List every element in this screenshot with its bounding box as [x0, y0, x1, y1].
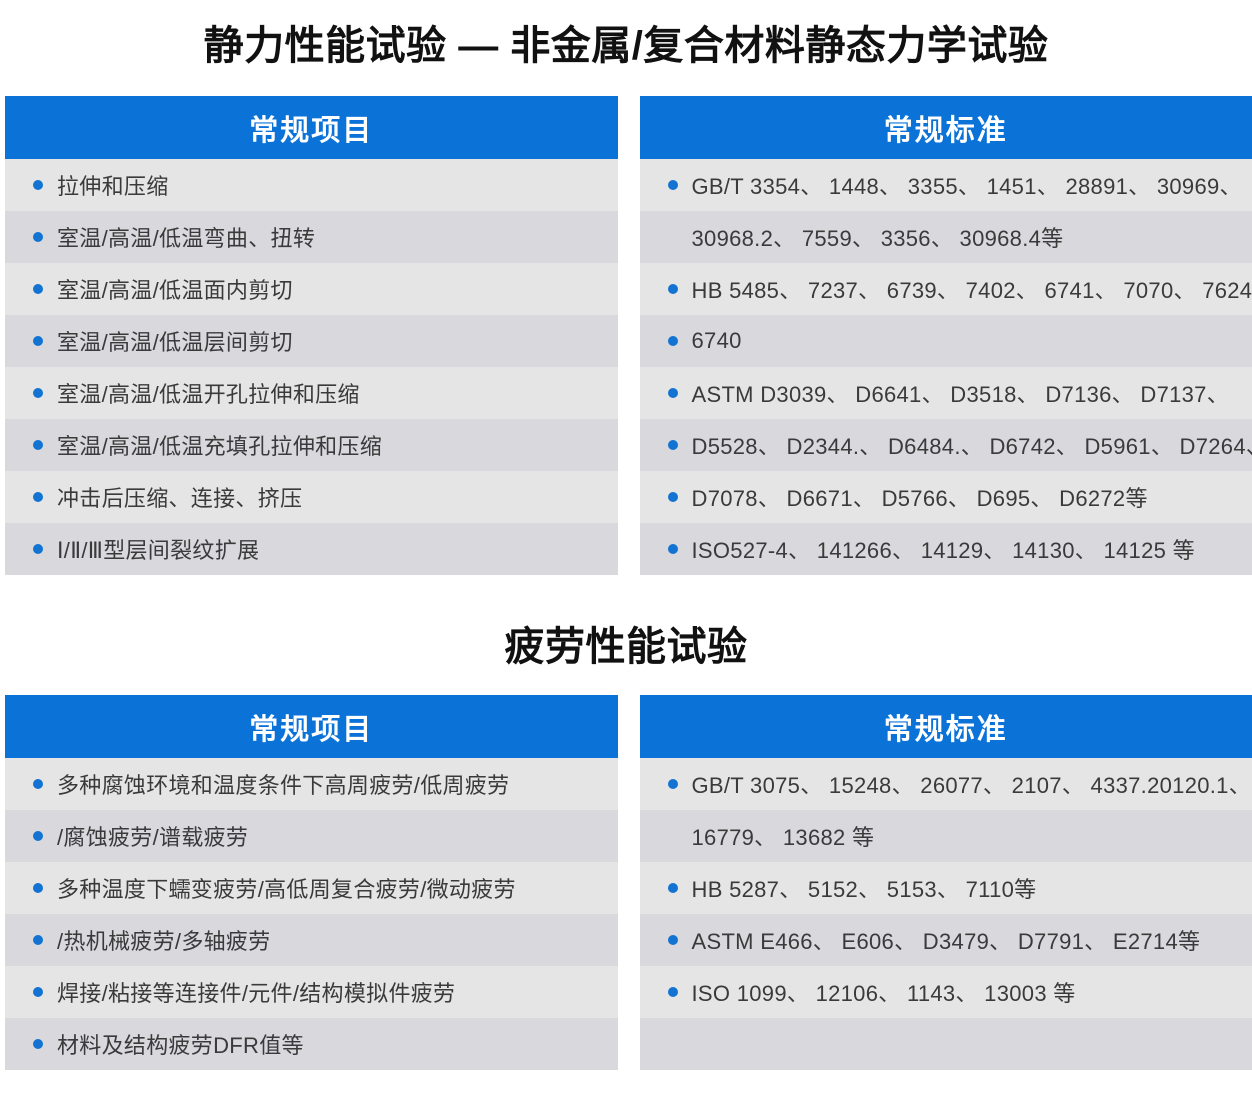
- bullet-dot-icon: [668, 284, 678, 294]
- bullet-dot-icon: [33, 831, 43, 841]
- bullet-dot-icon: [668, 883, 678, 893]
- row-text: 多种腐蚀环境和温度条件下高周疲劳/低周疲劳: [57, 768, 509, 800]
- bullet-dot-icon: [33, 492, 43, 502]
- row-text: GB/T 3354、 1448、 3355、 1451、 28891、 3096…: [692, 169, 1242, 201]
- table-row: 冲击后压缩、连接、挤压: [5, 471, 618, 523]
- bullet-dot-icon: [668, 336, 678, 346]
- row-text: /热机械疲劳/多轴疲劳: [57, 924, 271, 956]
- table-row: 室温/高温/低温开孔拉伸和压缩: [5, 367, 618, 419]
- row-text: 室温/高温/低温面内剪切: [57, 273, 293, 305]
- table-row: [640, 1018, 1252, 1070]
- table-row: HB 5485、 7237、 6739、 7402、 6741、 7070、 7…: [640, 263, 1252, 315]
- row-text: HB 5287、 5152、 5153、 7110等: [692, 872, 1037, 904]
- standards-table: 常规标准 GB/T 3354、 1448、 3355、 1451、 28891、 …: [640, 96, 1252, 575]
- table-row: 室温/高温/低温面内剪切: [5, 263, 618, 315]
- section-title: 静力性能试验 — 非金属/复合材料静态力学试验: [0, 22, 1252, 70]
- bullet-dot-icon: [668, 987, 678, 997]
- row-text: 30968.2、 7559、 3356、 30968.4等: [692, 221, 1064, 253]
- table-row: HB 5287、 5152、 5153、 7110等: [640, 862, 1252, 914]
- table-row: 室温/高温/低温层间剪切: [5, 315, 618, 367]
- table-row: GB/T 3354、 1448、 3355、 1451、 28891、 3096…: [640, 159, 1252, 211]
- bullet-dot-icon: [668, 935, 678, 945]
- row-text: 16779、 13682 等: [692, 820, 875, 852]
- table-row: GB/T 3075、 15248、 26077、 2107、 4337.2012…: [640, 758, 1252, 810]
- table-row: 6740: [640, 315, 1252, 367]
- bullet-dot-icon: [33, 779, 43, 789]
- row-text: D7078、 D6671、 D5766、 D695、 D6272等: [692, 481, 1148, 513]
- bullet-dot-icon: [668, 388, 678, 398]
- row-text: ASTM E466、 E606、 D3479、 D7791、 E2714等: [692, 924, 1201, 956]
- bullet-dot-icon: [668, 779, 678, 789]
- row-text: 焊接/粘接等连接件/元件/结构模拟件疲劳: [57, 976, 455, 1008]
- row-text: 拉伸和压缩: [57, 169, 169, 201]
- row-text: 室温/高温/低温层间剪切: [57, 325, 293, 357]
- row-text: 6740: [692, 328, 742, 354]
- section: 疲劳性能试验 常规项目多种腐蚀环境和温度条件下高周疲劳/低周疲劳/腐蚀疲劳/谱载…: [0, 623, 1252, 1070]
- table-row: /腐蚀疲劳/谱载疲劳: [5, 810, 618, 862]
- table-header: 常规标准: [640, 96, 1252, 159]
- row-text: Ⅰ/Ⅱ/Ⅲ型层间裂纹扩展: [57, 533, 259, 565]
- row-text: 多种温度下蠕变疲劳/高低周复合疲劳/微动疲劳: [57, 872, 516, 904]
- bullet-dot-icon: [33, 180, 43, 190]
- table-row: Ⅰ/Ⅱ/Ⅲ型层间裂纹扩展: [5, 523, 618, 575]
- table-row: D5528、 D2344.、 D6484.、 D6742、 D5961、 D72…: [640, 419, 1252, 471]
- row-text: 冲击后压缩、连接、挤压: [57, 481, 302, 513]
- items-table: 常规项目多种腐蚀环境和温度条件下高周疲劳/低周疲劳/腐蚀疲劳/谱载疲劳多种温度下…: [5, 695, 618, 1070]
- bullet-dot-icon: [33, 544, 43, 554]
- bullet-dot-icon: [33, 1039, 43, 1049]
- bullet-dot-icon: [33, 284, 43, 294]
- bullet-dot-icon: [668, 544, 678, 554]
- table-row: 30968.2、 7559、 3356、 30968.4等: [640, 211, 1252, 263]
- tables-row: 常规项目拉伸和压缩室温/高温/低温弯曲、扭转室温/高温/低温面内剪切室温/高温/…: [0, 96, 1252, 575]
- table-row: 材料及结构疲劳DFR值等: [5, 1018, 618, 1070]
- table-row: ISO 1099、 12106、 1143、 13003 等: [640, 966, 1252, 1018]
- bullet-dot-icon: [33, 388, 43, 398]
- table-row: /热机械疲劳/多轴疲劳: [5, 914, 618, 966]
- bullet-dot-icon: [668, 440, 678, 450]
- table-row: 16779、 13682 等: [640, 810, 1252, 862]
- bullet-dot-icon: [33, 440, 43, 450]
- row-text: D5528、 D2344.、 D6484.、 D6742、 D5961、 D72…: [692, 429, 1252, 461]
- table-row: 室温/高温/低温充填孔拉伸和压缩: [5, 419, 618, 471]
- row-text: 室温/高温/低温充填孔拉伸和压缩: [57, 429, 382, 461]
- row-text: ISO527-4、 141266、 14129、 14130、 14125 等: [692, 533, 1195, 565]
- row-text: HB 5485、 7237、 6739、 7402、 6741、 7070、 7…: [692, 273, 1252, 305]
- bullet-dot-icon: [668, 492, 678, 502]
- bullet-dot-icon: [33, 336, 43, 346]
- bullet-dot-icon: [33, 987, 43, 997]
- tables-row: 常规项目多种腐蚀环境和温度条件下高周疲劳/低周疲劳/腐蚀疲劳/谱载疲劳多种温度下…: [0, 695, 1252, 1070]
- table-row: 拉伸和压缩: [5, 159, 618, 211]
- bullet-dot-icon: [33, 883, 43, 893]
- table-row: 多种温度下蠕变疲劳/高低周复合疲劳/微动疲劳: [5, 862, 618, 914]
- table-row: ISO527-4、 141266、 14129、 14130、 14125 等: [640, 523, 1252, 575]
- table-row: ASTM D3039、 D6641、 D3518、 D7136、 D7137、: [640, 367, 1252, 419]
- bullet-dot-icon: [33, 935, 43, 945]
- section: 静力性能试验 — 非金属/复合材料静态力学试验 常规项目拉伸和压缩室温/高温/低…: [0, 22, 1252, 575]
- table-header: 常规项目: [5, 96, 618, 159]
- test-capability-page: 静力性能试验 — 非金属/复合材料静态力学试验 常规项目拉伸和压缩室温/高温/低…: [0, 22, 1252, 1070]
- row-text: /腐蚀疲劳/谱载疲劳: [57, 820, 248, 852]
- table-row: ASTM E466、 E606、 D3479、 D7791、 E2714等: [640, 914, 1252, 966]
- bullet-dot-icon: [668, 180, 678, 190]
- table-header: 常规项目: [5, 695, 618, 758]
- standards-table: 常规标准 GB/T 3075、 15248、 26077、 2107、 4337.…: [640, 695, 1252, 1070]
- table-row: 室温/高温/低温弯曲、扭转: [5, 211, 618, 263]
- table-header: 常规标准: [640, 695, 1252, 758]
- row-text: 室温/高温/低温弯曲、扭转: [57, 221, 315, 253]
- section-title: 疲劳性能试验: [0, 623, 1252, 671]
- table-row: 多种腐蚀环境和温度条件下高周疲劳/低周疲劳: [5, 758, 618, 810]
- table-row: 焊接/粘接等连接件/元件/结构模拟件疲劳: [5, 966, 618, 1018]
- bullet-dot-icon: [33, 232, 43, 242]
- row-text: 室温/高温/低温开孔拉伸和压缩: [57, 377, 360, 409]
- row-text: GB/T 3075、 15248、 26077、 2107、 4337.2012…: [692, 768, 1252, 800]
- items-table: 常规项目拉伸和压缩室温/高温/低温弯曲、扭转室温/高温/低温面内剪切室温/高温/…: [5, 96, 618, 575]
- row-text: ASTM D3039、 D6641、 D3518、 D7136、 D7137、: [692, 377, 1230, 409]
- row-text: ISO 1099、 12106、 1143、 13003 等: [692, 976, 1076, 1008]
- table-row: D7078、 D6671、 D5766、 D695、 D6272等: [640, 471, 1252, 523]
- row-text: 材料及结构疲劳DFR值等: [57, 1028, 304, 1060]
